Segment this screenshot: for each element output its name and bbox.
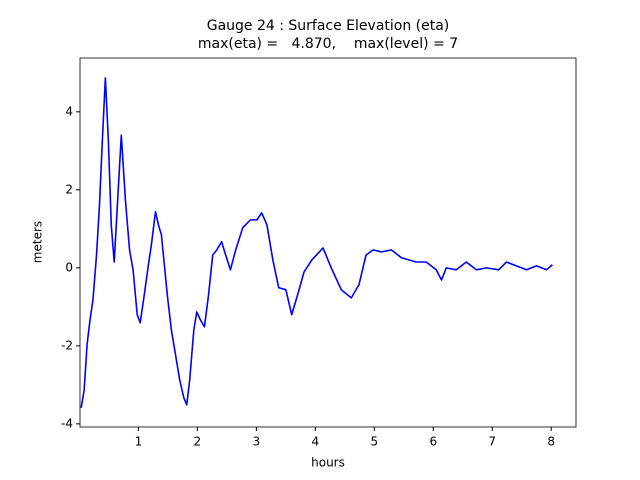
x-tick-label: 7 — [488, 435, 496, 449]
y-tick-label: 4 — [65, 104, 73, 118]
x-tick-label: 6 — [429, 435, 437, 449]
x-tick-label: 3 — [253, 435, 261, 449]
y-axis-label: meters — [31, 221, 45, 263]
x-tick-label: 2 — [194, 435, 202, 449]
x-axis-label: hours — [311, 456, 345, 470]
x-tick-label: 1 — [135, 435, 143, 449]
x-tick-label: 8 — [547, 435, 555, 449]
x-tick-label: 5 — [370, 435, 378, 449]
line-series — [80, 77, 553, 409]
y-tick-label: 0 — [65, 260, 73, 274]
plot-frame — [79, 57, 577, 428]
x-tick-label: 4 — [311, 435, 319, 449]
y-tick-label: -4 — [61, 416, 73, 430]
y-tick-label: 2 — [65, 182, 73, 196]
chart-title: Gauge 24 : Surface Elevation (eta) — [207, 18, 450, 34]
y-tick-label: -2 — [61, 338, 73, 352]
chart-subtitle: max(eta) = 4.870, max(level) = 7 — [198, 36, 458, 52]
